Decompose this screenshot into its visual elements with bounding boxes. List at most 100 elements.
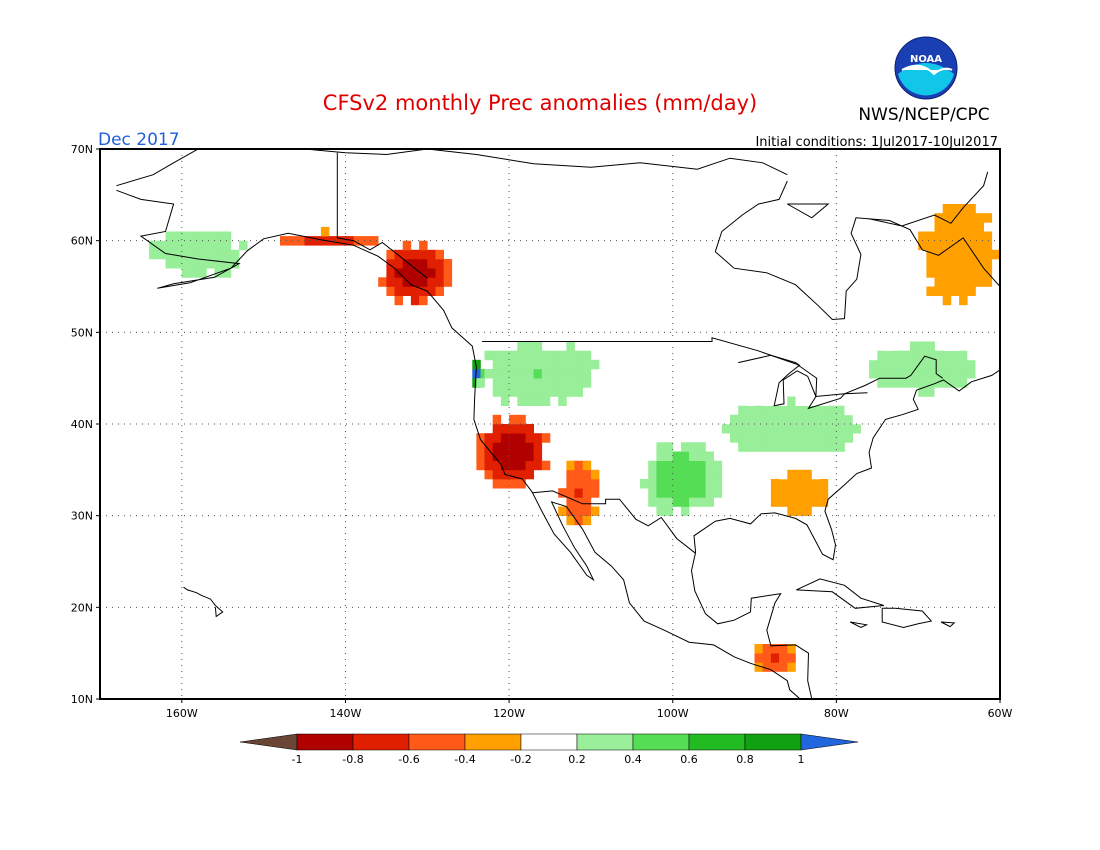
- anomaly-cell: [852, 424, 862, 434]
- anomaly-cell: [770, 433, 780, 443]
- colorbar-arrow-low: [239, 733, 298, 751]
- anomaly-cell: [779, 662, 788, 672]
- anomaly-cell: [680, 497, 690, 507]
- anomaly-cell: [910, 359, 919, 370]
- longitude-label: 120W: [493, 707, 525, 720]
- anomaly-cell: [509, 414, 518, 425]
- anomaly-cell: [910, 378, 919, 388]
- anomaly-cell: [222, 249, 232, 260]
- anomaly-cell: [893, 350, 903, 361]
- colorbar-swatch: [296, 733, 354, 751]
- anomaly-cell: [500, 387, 510, 397]
- anomaly-cell: [574, 369, 583, 379]
- anomaly-cell: [770, 442, 780, 452]
- latitude-label: 40N: [71, 418, 93, 431]
- colorbar-arrow-high: [800, 733, 859, 751]
- anomaly-cell: [525, 341, 534, 351]
- anomaly-cell: [959, 295, 968, 306]
- anomaly-cell: [509, 469, 518, 480]
- anomaly-cell: [566, 479, 575, 489]
- anomaly-cell: [697, 479, 706, 489]
- anomaly-cell: [828, 414, 837, 425]
- anomaly-cell: [975, 369, 984, 379]
- anomaly-cell: [926, 387, 935, 397]
- anomaly-cell: [967, 249, 976, 260]
- jamaica: [850, 621, 869, 629]
- anomaly-cell: [525, 469, 534, 480]
- anomaly-cell: [492, 359, 502, 370]
- anomaly-cell: [967, 240, 976, 251]
- anomaly-cell: [983, 231, 993, 241]
- anomaly-cell: [566, 469, 575, 480]
- anomaly-cell: [730, 414, 739, 425]
- anomaly-cell: [844, 414, 853, 425]
- anomaly-cell: [492, 387, 502, 397]
- latitude-label: 20N: [71, 601, 93, 614]
- anomaly-cell: [656, 497, 665, 507]
- anomaly-cell: [582, 506, 592, 516]
- anomaly-region: [713, 396, 870, 461]
- anomaly-cell: [386, 259, 395, 269]
- anomaly-cell: [680, 488, 690, 498]
- anomaly-cell: [427, 277, 436, 287]
- anomaly-cell: [517, 442, 526, 452]
- anomaly-cell: [942, 286, 952, 296]
- anomaly-cell: [811, 469, 821, 480]
- anomaly-cell: [672, 479, 682, 489]
- anomaly-cell: [967, 204, 976, 214]
- anomaly-cell: [975, 259, 984, 269]
- colorbar-swatch: [576, 733, 634, 751]
- anomaly-cell: [517, 469, 526, 480]
- anomaly-cell: [672, 460, 682, 471]
- anomaly-cell: [500, 396, 510, 406]
- anomaly-cell: [959, 249, 968, 260]
- anomaly-region: [640, 442, 723, 516]
- anomaly-cell: [533, 341, 543, 351]
- anomaly-cell: [484, 469, 493, 480]
- anomaly-cell: [770, 424, 780, 434]
- anomaly-cell: [500, 442, 510, 452]
- anomaly-cell: [950, 341, 960, 351]
- anomaly-cell: [435, 277, 444, 287]
- alaska-border: [336, 152, 428, 279]
- anomaly-cell: [566, 497, 575, 507]
- anomaly-cell: [680, 479, 690, 489]
- anomaly-cell: [967, 277, 976, 287]
- anomaly-cell: [934, 359, 943, 370]
- anomaly-cell: [934, 249, 943, 260]
- anomaly-cell: [934, 222, 943, 232]
- anomaly-cell: [165, 259, 174, 269]
- anomaly-cell: [950, 240, 960, 251]
- anomaly-cell: [934, 387, 943, 397]
- anomaly-cell: [754, 405, 763, 416]
- anomaly-cell: [410, 249, 420, 260]
- anomaly-cell: [950, 378, 960, 388]
- anomaly-cell: [959, 359, 968, 370]
- anomaly-cell: [558, 488, 567, 498]
- anomaly-cell: [967, 286, 976, 296]
- anomaly-cell: [869, 359, 878, 370]
- anomaly-cell: [738, 414, 747, 425]
- us-canada-border: [482, 337, 943, 398]
- anomaly-cell: [795, 396, 804, 406]
- anomaly-cell: [525, 442, 534, 452]
- anomaly-cell: [779, 506, 788, 516]
- anomaly-cell: [525, 424, 534, 434]
- anomaly-cell: [206, 249, 215, 260]
- anomaly-cell: [664, 497, 673, 507]
- anomaly-cell: [566, 506, 575, 516]
- anomaly-cell: [959, 378, 968, 388]
- colorbar-label: -0.8: [342, 753, 363, 766]
- anomaly-cell: [959, 259, 968, 269]
- anomaly-cell: [934, 286, 943, 296]
- anomaly-cell: [901, 369, 911, 379]
- anomaly-cell: [779, 433, 788, 443]
- arctic-coast: [116, 149, 788, 187]
- anomaly-cell: [574, 387, 583, 397]
- anomaly-cell: [550, 378, 559, 388]
- anomaly-cell: [959, 277, 968, 287]
- anomaly-cell: [738, 442, 747, 452]
- anomaly-cell: [574, 460, 583, 471]
- anomaly-cell: [517, 350, 526, 361]
- anomaly-cell: [828, 405, 837, 416]
